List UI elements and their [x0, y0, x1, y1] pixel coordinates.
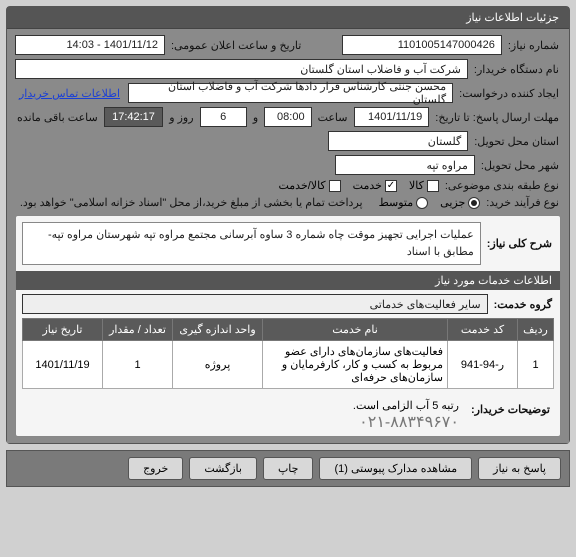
checkbox-icon [329, 180, 341, 192]
pkg-service-label: خدمت [353, 179, 382, 192]
col-name: نام خدمت [263, 319, 448, 341]
col-index: ردیف [518, 319, 554, 341]
remain-time: 17:42:17 [104, 107, 164, 127]
row-province: استان محل تحویل: گلستان [15, 131, 561, 151]
days-word: روز و [167, 111, 195, 124]
deadline-date: 1401/11/19 [354, 107, 430, 127]
buyer-notes-line1: رتبه 5 آب الزامی است. [24, 399, 459, 412]
reply-button[interactable]: پاسخ به نیاز [478, 457, 561, 480]
pkg-radio-group: کالا خدمت کالا/خدمت [278, 179, 438, 192]
desc-title-label: شرح کلی نیاز: [485, 237, 554, 250]
buyer-notes-line2: ۰۲۱-۸۸۳۴۹۶۷۰ [24, 412, 459, 432]
proc-minor-label: جزیی [440, 196, 465, 209]
row-city: شهر محل تحویل: مراوه تپه [15, 155, 561, 175]
cell-unit: پروژه [173, 341, 263, 389]
cell-name: فعالیت‌های سازمان‌های دارای عضو مربوط به… [263, 341, 448, 389]
proc-medium-label: متوسط [379, 196, 414, 209]
panel-body: شماره نیاز: 1101005147000426 تاریخ و ساع… [7, 29, 569, 443]
buyer-notes-text: رتبه 5 آب الزامی است. ۰۲۱-۸۸۳۴۹۶۷۰ [24, 399, 459, 432]
col-qty: تعداد / مقدار [103, 319, 173, 341]
col-code: کد خدمت [448, 319, 518, 341]
buyer-field: شرکت آب و فاضلاب استان گلستان [15, 59, 468, 79]
radio-icon [416, 197, 428, 209]
row-buyer: نام دستگاه خریدار: شرکت آب و فاضلاب استا… [15, 59, 561, 79]
desc-text: عملیات اجرایی تجهیز موقت چاه شماره 3 ساو… [22, 222, 481, 265]
proc-label: نوع فرآیند خرید: [484, 196, 561, 209]
time-label-1: ساعت [316, 111, 350, 124]
proc-minor[interactable]: جزیی [440, 196, 480, 209]
print-button[interactable]: چاپ [263, 457, 314, 480]
pkg-label: نوع طبقه بندی موضوعی: [443, 179, 561, 192]
pkg-service[interactable]: خدمت [353, 179, 397, 192]
table-header-row: ردیف کد خدمت نام خدمت واحد اندازه گیری ت… [23, 319, 554, 341]
row-need-announce: شماره نیاز: 1101005147000426 تاریخ و ساع… [15, 35, 561, 55]
exit-button[interactable]: خروج [128, 457, 183, 480]
buyer-label: نام دستگاه خریدار: [472, 63, 561, 76]
proc-radio-group: جزیی متوسط [379, 196, 481, 209]
remain-label: ساعت باقی مانده [15, 111, 100, 124]
group-label: گروه خدمت: [492, 298, 554, 311]
table-row: 1 ر-94-941 فعالیت‌های سازمان‌های دارای ع… [23, 341, 554, 389]
contact-link[interactable]: اطلاعات تماس خریدار [15, 87, 124, 100]
row-requester: ایجاد کننده درخواست: محسن جنتی کارشناس ق… [15, 83, 561, 103]
proc-note: پرداخت تمام یا بخشی از مبلغ خرید،از محل … [18, 196, 365, 209]
main-panel: جزئیات اطلاعات نیاز شماره نیاز: 11010051… [6, 6, 570, 444]
need-no-field: 1101005147000426 [342, 35, 502, 55]
buyer-notes-row: توضیحات خریدار: رتبه 5 آب الزامی است. ۰۲… [16, 395, 560, 436]
cell-code: ر-94-941 [448, 341, 518, 389]
checkbox-icon [427, 180, 439, 192]
radio-icon [468, 197, 480, 209]
buyer-notes-label: توضیحات خریدار: [469, 399, 552, 416]
row-proc: نوع فرآیند خرید: جزیی متوسط پرداخت تمام … [15, 196, 561, 209]
requester-field: محسن جنتی کارشناس قرار دادها شرکت آب و ف… [128, 83, 453, 103]
group-row: گروه خدمت: سایر فعالیت‌های خدماتی [16, 290, 560, 314]
desc-row: شرح کلی نیاز: عملیات اجرایی تجهیز موقت چ… [16, 216, 560, 267]
pkg-goods[interactable]: کالا [409, 179, 439, 192]
requester-label: ایجاد کننده درخواست: [457, 87, 561, 100]
services-table: ردیف کد خدمت نام خدمت واحد اندازه گیری ت… [22, 318, 554, 389]
deadline-time: 08:00 [264, 107, 311, 127]
services-header: اطلاعات خدمات مورد نیاز [16, 271, 560, 290]
city-field: مراوه تپه [335, 155, 475, 175]
days-count: 6 [200, 107, 247, 127]
col-date: تاریخ نیاز [23, 319, 103, 341]
row-pkg: نوع طبقه بندی موضوعی: کالا خدمت کالا/خدم… [15, 179, 561, 192]
announce-label: تاریخ و ساعت اعلان عمومی: [169, 39, 303, 52]
need-no-label: شماره نیاز: [506, 39, 561, 52]
cell-qty: 1 [103, 341, 173, 389]
checkbox-icon [385, 180, 397, 192]
back-button[interactable]: بازگشت [189, 457, 257, 480]
city-label: شهر محل تحویل: [479, 159, 561, 172]
col-unit: واحد اندازه گیری [173, 319, 263, 341]
days-and: و [251, 111, 260, 124]
attachments-button[interactable]: مشاهده مدارک پیوستی (1) [319, 457, 472, 480]
deadline-label: مهلت ارسال پاسخ: تا تاریخ: [433, 111, 561, 124]
proc-medium[interactable]: متوسط [379, 196, 429, 209]
province-field: گلستان [328, 131, 468, 151]
desc-section: شرح کلی نیاز: عملیات اجرایی تجهیز موقت چ… [15, 215, 561, 437]
panel-title: جزئیات اطلاعات نیاز [7, 7, 569, 29]
cell-index: 1 [518, 341, 554, 389]
province-label: استان محل تحویل: [472, 135, 561, 148]
pkg-goods-service-label: کالا/خدمت [278, 179, 325, 192]
group-value: سایر فعالیت‌های خدماتی [22, 294, 488, 314]
cell-date: 1401/11/19 [23, 341, 103, 389]
pkg-goods-service[interactable]: کالا/خدمت [278, 179, 340, 192]
announce-field: 1401/11/12 - 14:03 [15, 35, 165, 55]
row-deadline: مهلت ارسال پاسخ: تا تاریخ: 1401/11/19 سا… [15, 107, 561, 127]
pkg-goods-label: کالا [409, 179, 424, 192]
footer-bar: پاسخ به نیاز مشاهده مدارک پیوستی (1) چاپ… [6, 450, 570, 487]
